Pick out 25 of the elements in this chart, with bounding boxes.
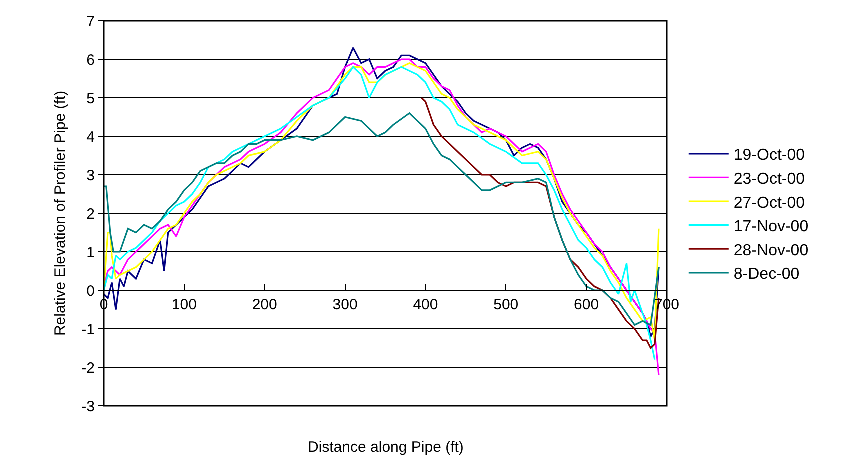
y-tick-label: 6 [86,52,95,69]
y-tick-label: -3 [82,398,95,416]
y-tick-label: -1 [82,321,95,338]
legend-label: 23-Oct-00 [734,170,806,188]
x-axis-title: Distance along Pipe (ft) [308,439,464,456]
x-tick-label: 400 [413,296,438,314]
x-tick-label: 600 [574,296,600,314]
y-tick-label: 5 [86,90,95,108]
legend-label: 27-Oct-00 [734,194,806,212]
legend-label: 17-Nov-00 [734,218,809,236]
y-tick-label: 3 [86,167,95,184]
y-tick-label: -2 [82,360,95,377]
y-tick-label: 7 [86,13,95,30]
x-tick-label: 500 [494,296,519,314]
y-tick-label: 4 [86,128,95,146]
legend-label: 19-Oct-00 [734,147,806,164]
legend-label: 28-Nov-00 [734,242,809,260]
legend-label: 8-Dec-00 [734,266,800,284]
y-axis-title: Relative Elevation of Profiler Pipe (ft) [52,90,69,336]
x-tick-label: 100 [172,296,197,314]
y-tick-label: 1 [86,244,95,262]
x-tick-label: 200 [252,296,278,314]
x-tick-label: 300 [332,296,358,314]
y-tick-label: 0 [86,282,95,300]
y-tick-label: 2 [86,206,95,223]
